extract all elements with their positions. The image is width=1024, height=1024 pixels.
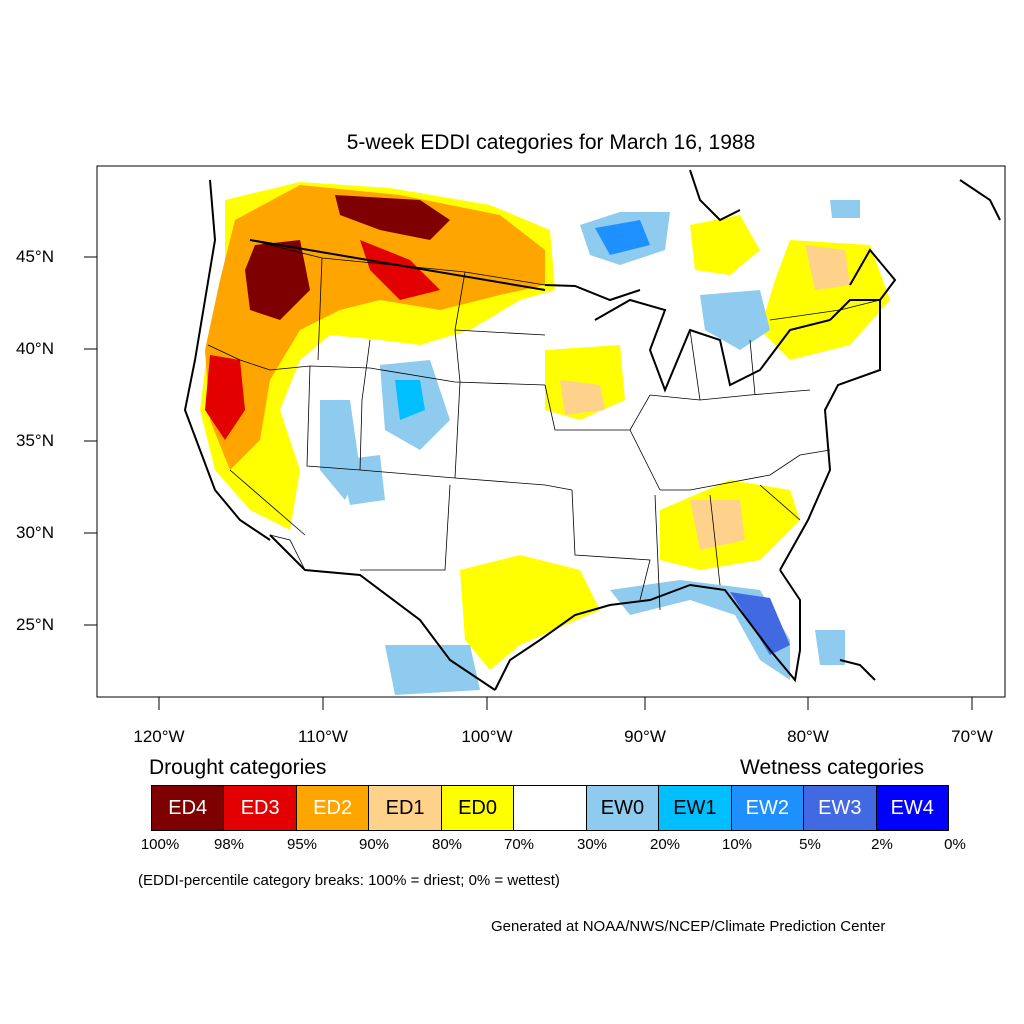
drought-heading: Drought categories <box>149 756 327 779</box>
lat-label-35: 35°N <box>16 431 54 450</box>
break-label-0: 0% <box>944 836 966 853</box>
legend-label-ed3: ED3 <box>240 796 280 819</box>
legend-label-ew3: EW3 <box>818 796 862 819</box>
legend-label-ew4: EW4 <box>890 796 934 819</box>
legend-box-ew2: EW2 <box>731 786 805 830</box>
break-label-95: 95% <box>286 836 318 853</box>
lon-label-100: 100°W <box>461 727 513 746</box>
break-label-30: 30% <box>576 836 608 853</box>
break-label-20: 20% <box>649 836 681 853</box>
lat-label-40: 40°N <box>16 339 54 358</box>
legend-box-ew4: EW4 <box>876 786 948 830</box>
break-label-100: 100% <box>140 836 180 853</box>
legend-box-ed4: ED4 <box>152 786 225 830</box>
legend-label-ed0: ED0 <box>458 796 497 819</box>
lat-label-25: 25°N <box>16 615 54 634</box>
drought-areas <box>200 182 890 670</box>
legend-box-normal <box>514 786 587 830</box>
legend-label-ew0: EW0 <box>600 796 645 819</box>
break-label-10: 10% <box>721 836 753 853</box>
legend-label-ed1: ED1 <box>385 796 425 819</box>
legend-label-ew1: EW1 <box>673 796 717 819</box>
wetness-areas <box>320 200 860 695</box>
lon-label-90: 90°W <box>624 727 666 746</box>
legend-box-ed0: ED0 <box>441 786 515 830</box>
lon-label-120: 120°W <box>133 727 185 746</box>
axis-ticks <box>84 256 973 710</box>
legend-label-ed4: ED4 <box>168 796 208 819</box>
legend-label-ed2: ED2 <box>313 796 353 819</box>
legend-box-ew0: EW0 <box>586 786 660 830</box>
map-frame <box>96 165 1006 698</box>
lat-label-30: 30°N <box>16 523 54 542</box>
lon-label-70: 70°W <box>951 727 993 746</box>
break-label-98: 98% <box>213 836 245 853</box>
break-label-5: 5% <box>799 836 821 853</box>
wetness-heading: Wetness categories <box>740 756 925 779</box>
break-label-90: 90% <box>358 836 390 853</box>
legend-colorbar: ED4 ED3 ED2 ED1 ED0 EW0 EW1 EW2 EW3 EW4 <box>151 785 949 831</box>
legend-box-ed2: ED2 <box>296 786 370 830</box>
map-title: 5-week EDDI categories for March 16, 198… <box>346 131 756 154</box>
legend-box-ed1: ED1 <box>369 786 442 830</box>
break-label-80: 80% <box>431 836 463 853</box>
break-label-70: 70% <box>503 836 535 853</box>
legend-box-ed3: ED3 <box>224 786 297 830</box>
lon-label-80: 80°W <box>787 727 829 746</box>
category-breaks-note: (EDDI-percentile category breaks: 100% =… <box>138 872 560 889</box>
coastlines <box>183 169 1001 691</box>
break-label-2: 2% <box>871 836 893 853</box>
lat-label-45: 45°N <box>16 247 54 266</box>
legend-box-ew1: EW1 <box>659 786 732 830</box>
lon-label-110: 110°W <box>298 727 348 746</box>
state-boundaries <box>207 239 881 611</box>
credit-line: Generated at NOAA/NWS/NCEP/Climate Predi… <box>491 918 886 935</box>
legend-label-ew2: EW2 <box>745 796 790 819</box>
legend-box-ew3: EW3 <box>804 786 877 830</box>
